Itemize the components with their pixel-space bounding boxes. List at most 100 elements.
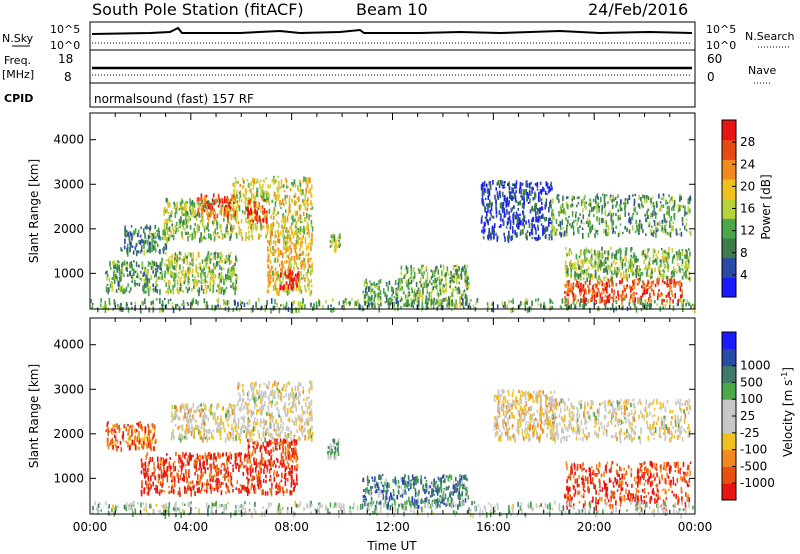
echo-cell: [133, 437, 135, 441]
echo-cell: [149, 231, 151, 235]
echo-cell: [196, 480, 198, 485]
echo-cell: [163, 222, 166, 229]
echo-cell: [293, 255, 296, 261]
echo-cell: [181, 205, 184, 209]
echo-cell: [229, 479, 232, 483]
echo-cell: [243, 485, 245, 491]
echo-cell: [594, 195, 597, 202]
echo-cell: [188, 469, 190, 473]
echo-cell: [223, 233, 226, 238]
echo-cell: [406, 282, 408, 288]
echo-cell: [483, 190, 485, 196]
echo-cell: [575, 253, 578, 259]
echo-cell: [306, 231, 309, 235]
echo-cell: [230, 206, 232, 209]
echo-cell: [580, 264, 583, 269]
echo-cell: [685, 302, 687, 307]
echo-cell: [646, 288, 648, 294]
echo-cell: [365, 286, 368, 290]
echo-cell: [179, 454, 181, 460]
echo-cell: [625, 257, 627, 263]
echo-cell: [628, 264, 631, 269]
echo-cell: [421, 301, 424, 305]
echo-cell: [252, 193, 255, 199]
echo-cell: [272, 239, 275, 244]
echo-cell: [460, 274, 463, 280]
echo-cell: [114, 276, 117, 282]
echo-cell: [197, 273, 200, 277]
echo-cell: [273, 207, 276, 210]
echo-cell: [664, 225, 666, 231]
echo-cell: [520, 220, 522, 226]
echo-cell: [401, 286, 403, 291]
echo-cell: [158, 276, 160, 280]
echo-cell: [170, 465, 172, 470]
echo-cell: [499, 217, 502, 222]
echo-cell: [148, 278, 151, 284]
echo-cell: [301, 240, 304, 244]
echo-cell: [170, 488, 173, 493]
echo-cell: [206, 259, 209, 263]
echo-cell: [688, 247, 690, 251]
echo-cell: [212, 278, 214, 283]
echo-cell: [664, 303, 667, 308]
echo-cell: [640, 272, 642, 275]
echo-cell: [322, 305, 324, 309]
echo-cell: [283, 284, 285, 290]
echo-cell: [234, 262, 236, 266]
echo-cell: [194, 223, 196, 226]
echo-cell: [587, 232, 590, 238]
echo-cell: [396, 293, 399, 300]
echo-cell: [484, 216, 487, 219]
echo-cell: [205, 199, 208, 203]
echo-cell: [271, 279, 274, 282]
echo-cell: [144, 426, 146, 430]
echo-cell: [143, 435, 146, 440]
echo-cell: [658, 269, 661, 275]
echo-cell: [219, 256, 222, 262]
echo-cell: [642, 194, 644, 199]
echo-cell: [640, 300, 643, 306]
echo-cell: [611, 205, 614, 209]
echo-cell: [160, 469, 163, 475]
echo-cell: [596, 207, 598, 214]
echo-cell: [648, 297, 650, 302]
echo-cell: [151, 237, 153, 243]
echo-cell: [633, 198, 636, 205]
echo-cell: [157, 229, 160, 233]
echo-cell: [228, 490, 230, 494]
echo-cell: [608, 298, 610, 304]
echo-cell: [273, 191, 276, 197]
echo-cell: [657, 276, 659, 280]
echo-cell: [291, 182, 293, 185]
echo-cell: [482, 203, 484, 206]
echo-cell: [398, 286, 401, 292]
echo-cell: [181, 303, 183, 306]
echo-cell: [630, 263, 633, 268]
echo-cell: [404, 297, 407, 300]
echo-cell: [585, 205, 587, 210]
echo-cell: [572, 264, 574, 270]
echo-cell: [610, 246, 612, 251]
echo-cell: [489, 209, 491, 214]
echo-cell: [163, 298, 166, 300]
echo-cell: [576, 204, 578, 208]
echo-cell: [305, 199, 308, 204]
echo-cell: [669, 199, 671, 204]
echo-cell: [175, 452, 177, 455]
echo-cell: [397, 301, 399, 304]
echo-cell: [231, 484, 234, 488]
echo-cell: [663, 266, 666, 269]
echo-cell: [565, 217, 567, 221]
echo-cell: [674, 293, 676, 299]
echo-cell: [643, 267, 646, 271]
echo-cell: [426, 297, 428, 304]
echo-cell: [407, 299, 410, 303]
echo-cell: [211, 486, 214, 491]
echo-cell: [694, 308, 696, 314]
echo-cell: [588, 285, 590, 290]
echo-cell: [256, 178, 259, 182]
echo-cell: [226, 275, 229, 280]
echo-cell: [583, 248, 586, 254]
echo-cell: [644, 253, 646, 258]
